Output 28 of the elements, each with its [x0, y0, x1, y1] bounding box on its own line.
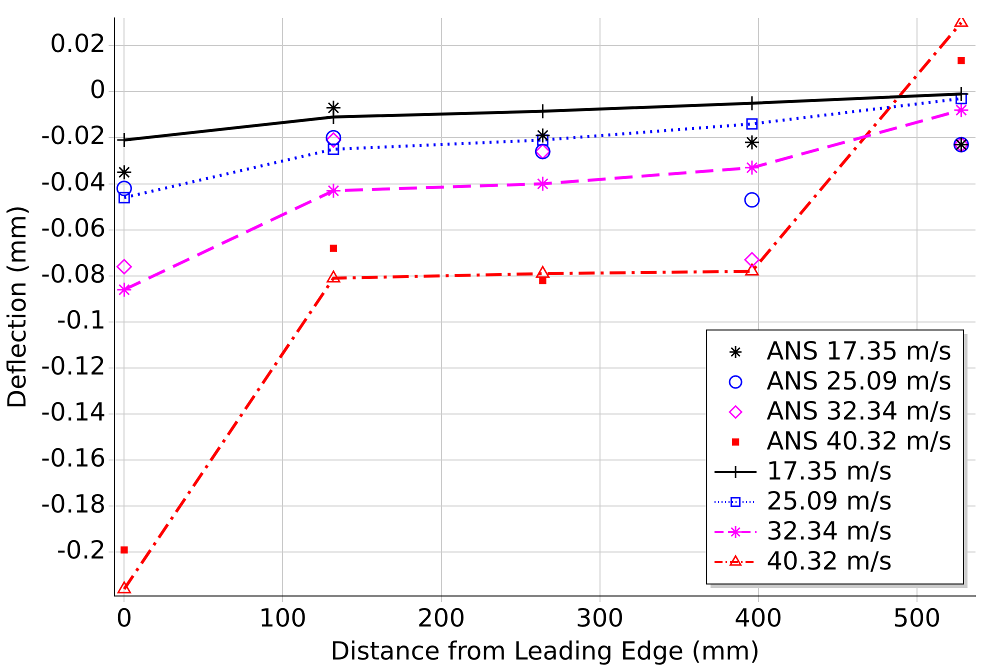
y-tick-label: -0.14 — [41, 398, 106, 427]
y-tick-label: -0.1 — [56, 305, 106, 334]
y-tick-label: 0 — [90, 75, 106, 104]
x-tick-label: 100 — [258, 604, 307, 632]
legend-label: 25.09 m/s — [766, 486, 892, 516]
y-tick-label: -0.2 — [56, 536, 106, 565]
legend-label: ANS 17.35 m/s — [766, 336, 952, 366]
legend-label: ANS 25.09 m/s — [766, 366, 952, 396]
y-tick-label: -0.04 — [41, 167, 106, 196]
legend-label: 40.32 m/s — [766, 546, 892, 576]
legend-label: 17.35 m/s — [766, 456, 892, 486]
x-tick-label: 400 — [734, 604, 782, 632]
y-tick-label: -0.06 — [41, 213, 106, 242]
y-tick-label: -0.12 — [41, 352, 106, 381]
y-axis-title: Deflection (mm) — [2, 205, 32, 409]
legend-label: 32.34 m/s — [766, 516, 892, 546]
y-tick-label: -0.16 — [41, 444, 106, 473]
y-tick-label: -0.02 — [41, 121, 106, 150]
y-tick-label: -0.18 — [41, 490, 106, 519]
x-tick-label: 200 — [417, 604, 466, 632]
legend-label: ANS 40.32 m/s — [766, 426, 952, 456]
x-tick-label: 0 — [116, 604, 132, 632]
y-tick-label: -0.08 — [41, 259, 106, 288]
x-tick-label: 300 — [576, 604, 624, 632]
x-axis-title: Distance from Leading Edge (mm) — [330, 636, 760, 666]
legend-label: ANS 32.34 m/s — [766, 396, 952, 426]
x-tick-label: 500 — [892, 604, 941, 632]
y-tick-label: 0.02 — [50, 29, 106, 58]
